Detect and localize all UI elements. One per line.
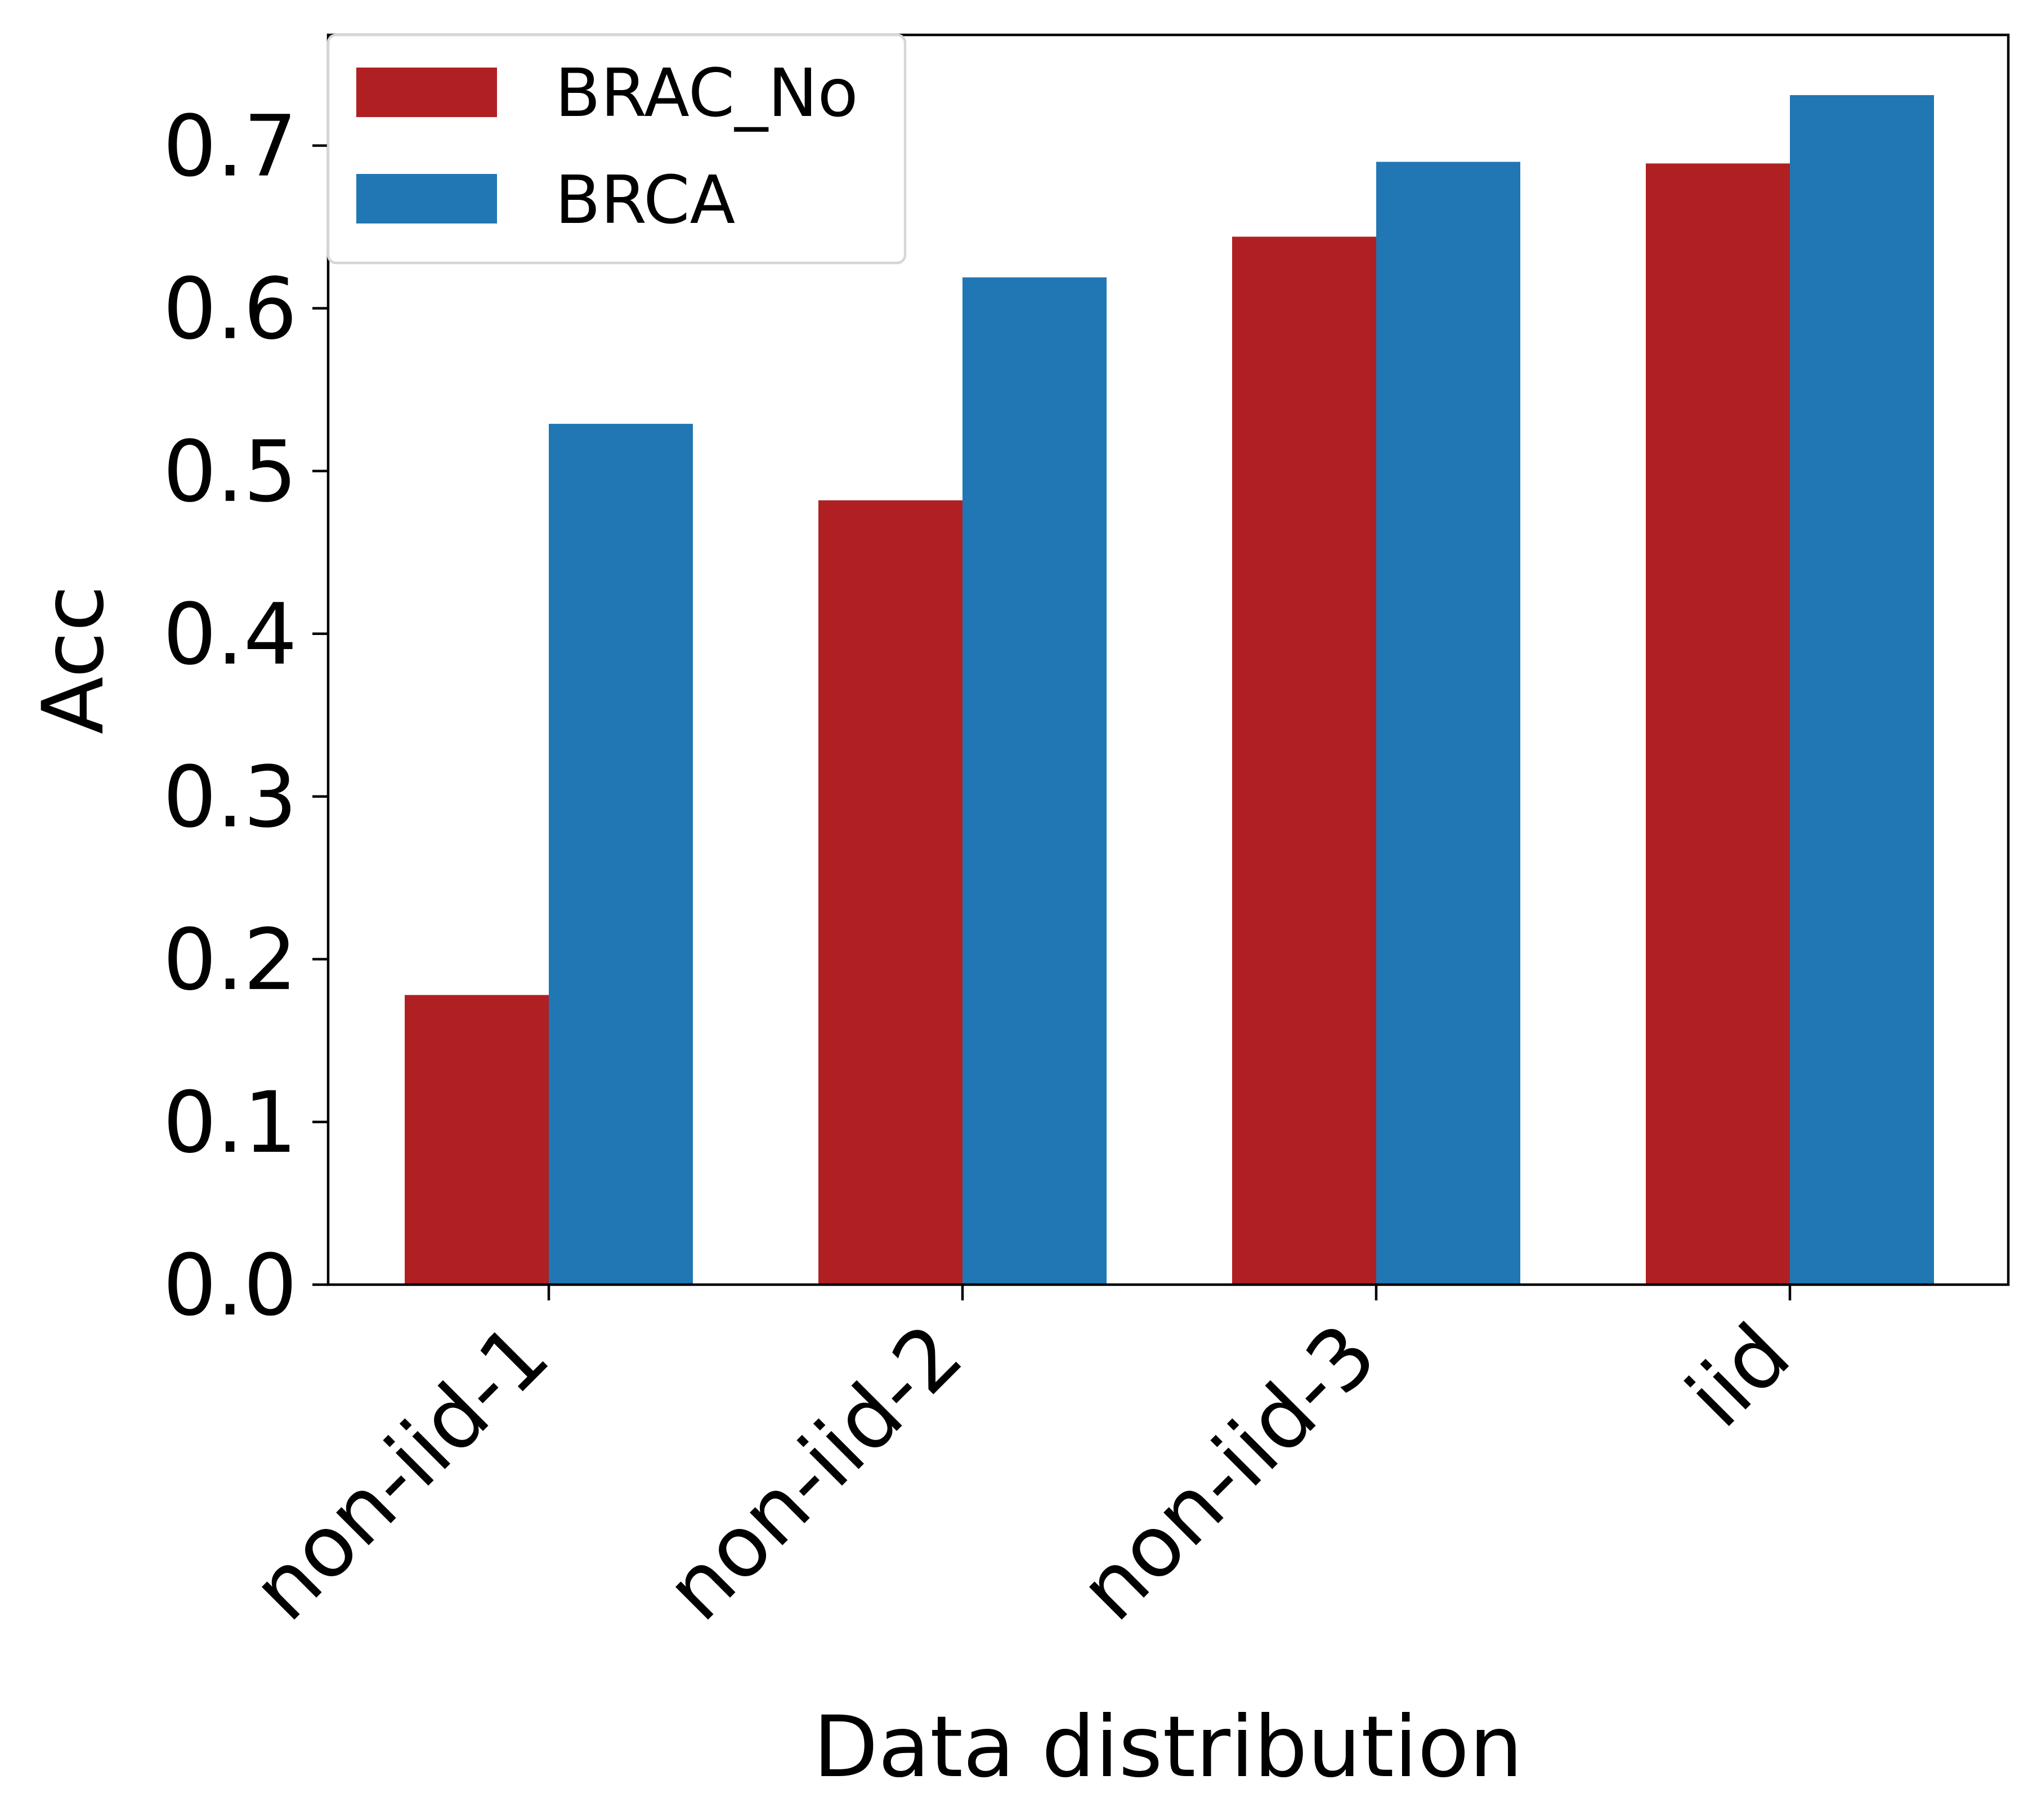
y-axis-label: Acc: [25, 585, 123, 735]
legend: BRAC_No BRCA: [326, 33, 907, 265]
legend-label-brca: BRCA: [555, 161, 735, 239]
y-tick-label: 0.4: [163, 586, 297, 684]
legend-swatch-brac-no: [356, 68, 497, 117]
y-tick-label: 0.1: [163, 1074, 297, 1172]
bar-brac-no-non-iid-2: [818, 500, 962, 1285]
bar-brca-iid: [1790, 95, 1934, 1285]
bar-brac-no-non-iid-1: [405, 995, 549, 1285]
y-tick-label: 0.5: [163, 423, 297, 521]
y-tick-label: 0.0: [163, 1237, 297, 1335]
y-tick-label: 0.3: [163, 749, 297, 847]
y-axis: 0.0 0.1 0.2 0.3 0.4 0.5 0.6 0.7: [163, 98, 328, 1335]
bar-brca-non-iid-3: [1376, 162, 1520, 1285]
bar-brca-non-iid-1: [549, 423, 693, 1285]
x-axis-label: Data distribution: [813, 1698, 1523, 1796]
legend-label-brac-no: BRAC_No: [555, 54, 858, 132]
bar-brca-non-iid-2: [962, 277, 1107, 1285]
y-tick-label: 0.7: [163, 98, 297, 196]
legend-swatch-brca: [356, 174, 497, 223]
bar-brac-no-non-iid-3: [1232, 236, 1376, 1285]
y-tick-label: 0.2: [163, 911, 297, 1009]
plot-frame: [326, 33, 2010, 1286]
bars-group: [405, 95, 1934, 1285]
y-tick-label: 0.6: [163, 261, 297, 359]
bar-brac-no-iid: [1646, 163, 1790, 1285]
